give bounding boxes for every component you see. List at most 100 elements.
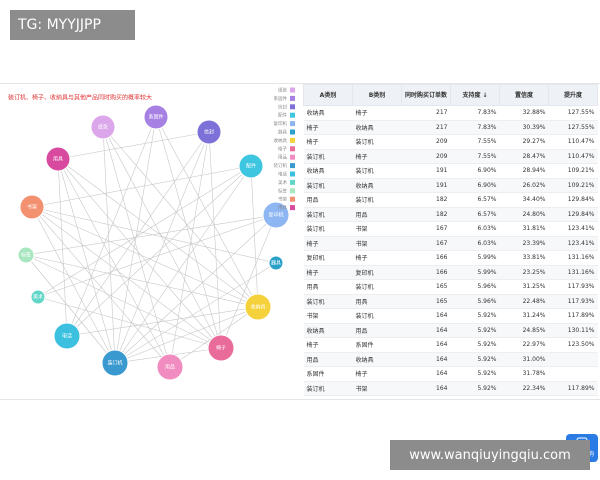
- edges: [25, 116, 277, 368]
- table-cell: 5.92%: [450, 323, 500, 338]
- table-cell: 5.96%: [450, 294, 500, 309]
- node-label: 纸张: [98, 124, 108, 131]
- table-cell: 6.57%: [450, 207, 500, 222]
- edge: [25, 254, 222, 349]
- legend-swatch: [290, 196, 295, 202]
- edge: [155, 116, 222, 349]
- legend-label: 标签: [278, 187, 287, 194]
- table-cell: 收纳具: [352, 352, 402, 367]
- table-cell: 129.84%: [548, 192, 598, 208]
- table-cell: 117.93%: [548, 294, 598, 309]
- table-cell: 椅子: [303, 236, 353, 251]
- table-cell: 椅子: [303, 337, 353, 353]
- table-cell: 182: [401, 192, 451, 208]
- node: [30, 289, 46, 305]
- node: [196, 119, 222, 145]
- table-cell: 129.84%: [548, 207, 598, 222]
- node: [101, 349, 129, 377]
- legend-swatch: [290, 112, 295, 118]
- table-cell: 164: [401, 366, 451, 382]
- edge: [114, 131, 210, 364]
- table-cell: 复印机: [303, 250, 353, 266]
- table-cell: 5.96%: [450, 279, 500, 295]
- node-label: 用具: [53, 157, 63, 163]
- table-cell: 24.80%: [499, 207, 549, 222]
- column-header: 支持度 ↓: [450, 84, 500, 106]
- table-cell: 收纳具: [352, 120, 402, 135]
- edge: [57, 158, 116, 364]
- table-cell: 123.50%: [548, 337, 598, 353]
- table-cell: 6.03%: [450, 236, 500, 251]
- table-cell: 31.24%: [499, 308, 549, 324]
- edge: [208, 131, 222, 349]
- table-row: 装订机 书架 164 5.92% 22.34% 117.89%: [303, 381, 598, 396]
- table-cell: [548, 366, 598, 382]
- table-cell: 123.41%: [548, 236, 598, 251]
- table-cell: 书架: [352, 236, 402, 251]
- table-cell: 椅子: [303, 134, 353, 150]
- column-header: 置信度: [499, 84, 549, 106]
- table-row: 椅子 复印机 166 5.99% 23.25% 131.16%: [303, 265, 598, 280]
- table-cell: 22.48%: [499, 294, 549, 309]
- edge: [37, 214, 277, 298]
- edge: [66, 116, 157, 337]
- table-cell: 209: [401, 134, 451, 150]
- legend-swatch: [290, 205, 295, 211]
- table-cell: 33.81%: [499, 250, 549, 266]
- column-header: 同时购买订单数: [401, 84, 451, 106]
- table-cell: 用品: [352, 207, 402, 222]
- table-cell: 167: [401, 221, 451, 237]
- table-cell: 217: [401, 120, 451, 135]
- table-cell: 130.11%: [548, 323, 598, 338]
- table-cell: 装订机: [352, 163, 402, 179]
- node-label: 用品: [165, 365, 175, 371]
- table-row: 装订机 收纳具 191 6.90% 26.02% 109.21%: [303, 178, 598, 193]
- node: [19, 194, 45, 220]
- legend-label: 复印机: [274, 120, 288, 127]
- table-cell: 191: [401, 163, 451, 179]
- edge: [31, 206, 116, 364]
- network-chart: 装订机、椅子、收纳具与其他产品同时购买的概率较大 纸张纸张系固件系固件信封信封配…: [8, 87, 295, 381]
- table-row: 用具 装订机 165 5.96% 31.25% 117.93%: [303, 279, 598, 295]
- table-row: 收纳具 装订机 191 6.90% 28.94% 109.21%: [303, 163, 598, 179]
- table-cell: 书架: [303, 308, 353, 324]
- column-header: A类别: [303, 84, 353, 106]
- table-row: 收纳具 椅子 217 7.83% 32.88% 127.55%: [303, 105, 598, 121]
- node-label: 信封: [204, 129, 214, 136]
- table-cell: [548, 352, 598, 367]
- table-cell: 164: [401, 352, 451, 367]
- table-row: 收纳具 用品 164 5.92% 24.85% 130.11%: [303, 323, 598, 338]
- table-cell: 装订机: [352, 192, 402, 208]
- edge: [169, 131, 210, 368]
- table-row: 椅子 书架 167 6.03% 23.39% 123.41%: [303, 236, 598, 251]
- table-cell: 117.93%: [548, 279, 598, 295]
- table-cell: 装订机: [303, 207, 353, 222]
- table-cell: 24.85%: [499, 323, 549, 338]
- table-cell: 5.92%: [450, 337, 500, 353]
- legend-swatch: [290, 137, 295, 143]
- table-cell: 164: [401, 381, 451, 396]
- table-cell: 165: [401, 294, 451, 309]
- table-cell: 5.92%: [450, 352, 500, 367]
- legend-label: 美术: [278, 179, 287, 186]
- node-label: 书架: [27, 204, 37, 211]
- table-cell: 28.94%: [499, 163, 549, 179]
- table-row: 用品 收纳具 164 5.92% 31.00%: [303, 352, 598, 367]
- table-cell: 164: [401, 323, 451, 338]
- table-cell: 31.00%: [499, 352, 549, 367]
- legend-label: 书架: [278, 196, 287, 203]
- node-label: 装订机: [107, 360, 122, 367]
- table-row: 系固件 椅子 164 5.92% 31.78%: [303, 366, 598, 382]
- watermark: TG: MYYJJPP: [10, 10, 135, 40]
- table-cell: 6.90%: [450, 163, 500, 179]
- node-label: 美术: [33, 294, 43, 301]
- header-row: A类别 B类别 同时购买订单数 支持度 ↓ 置信度 提升度: [303, 84, 598, 106]
- column-header: B类别: [352, 84, 402, 106]
- node: [268, 255, 284, 271]
- table-cell: 110.47%: [548, 149, 598, 164]
- edge: [250, 165, 259, 308]
- node-label: 配件: [246, 163, 256, 170]
- legend-label: 用品: [278, 155, 287, 161]
- node: [207, 334, 235, 362]
- table-row: 复印机 椅子 166 5.99% 33.81% 131.16%: [303, 250, 598, 266]
